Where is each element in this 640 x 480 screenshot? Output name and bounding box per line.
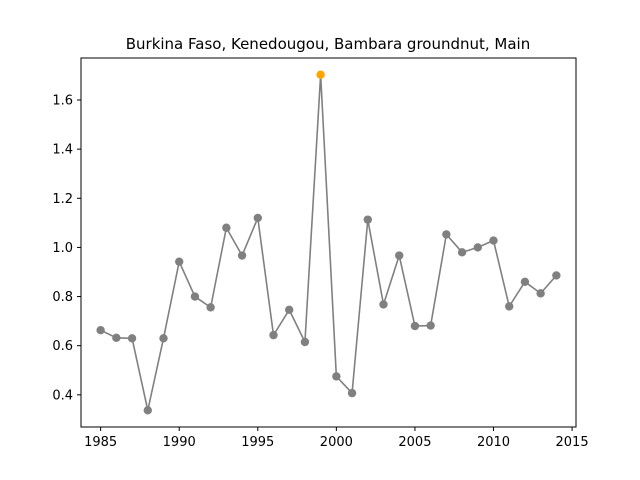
data-point xyxy=(285,305,294,315)
x-tick-label: 1985 xyxy=(84,435,117,450)
axes-frame xyxy=(80,57,577,428)
x-tick-label: 1990 xyxy=(163,435,196,450)
data-point xyxy=(269,330,278,340)
data-point xyxy=(363,215,372,224)
y-tick-label: 1.2 xyxy=(52,192,73,207)
data-point xyxy=(473,243,482,252)
data-point xyxy=(395,251,404,260)
data-point xyxy=(300,337,310,347)
x-tick-label: 2005 xyxy=(398,435,431,450)
data-point xyxy=(489,236,498,245)
x-tick-label: 2015 xyxy=(556,435,589,450)
highlight-point xyxy=(316,70,325,79)
data-point xyxy=(175,257,184,266)
data-point xyxy=(442,230,451,239)
y-tick-label: 1.6 xyxy=(52,94,73,109)
data-point xyxy=(190,292,200,301)
plot-area xyxy=(96,70,561,415)
data-point xyxy=(237,251,247,260)
data-point xyxy=(96,326,105,335)
data-point xyxy=(347,388,357,398)
x-tick-label: 2000 xyxy=(320,435,353,450)
data-point xyxy=(505,302,514,311)
y-tick-label: 0.4 xyxy=(52,388,73,403)
y-tick-label: 1.4 xyxy=(52,143,73,158)
data-point xyxy=(206,303,215,312)
chart-title: Burkina Faso, Kenedougou, Bambara ground… xyxy=(126,35,531,53)
y-tick-label: 0.6 xyxy=(52,339,73,354)
x-axis: 1985 1990 1995 2000 2005 2010 2015 xyxy=(84,427,589,450)
x-tick-label: 2010 xyxy=(477,435,510,450)
data-point xyxy=(253,213,262,223)
y-tick-label: 0.8 xyxy=(52,290,73,305)
data-point xyxy=(143,406,152,415)
data-point xyxy=(222,223,231,232)
series-line xyxy=(100,74,557,411)
data-point xyxy=(552,271,561,280)
data-point xyxy=(520,277,530,287)
data-point xyxy=(127,334,137,343)
x-tick-label: 1995 xyxy=(241,435,274,450)
data-point xyxy=(536,289,545,298)
data-point xyxy=(112,333,121,343)
y-tick-label: 1.0 xyxy=(52,241,73,256)
data-point xyxy=(426,321,435,330)
y-axis: 0.4 0.6 0.8 1.0 1.2 1.4 1.6 xyxy=(52,94,81,403)
data-point xyxy=(379,300,388,309)
data-point xyxy=(159,334,168,343)
data-point xyxy=(332,372,341,381)
data-point xyxy=(457,248,467,257)
data-point xyxy=(410,321,420,331)
